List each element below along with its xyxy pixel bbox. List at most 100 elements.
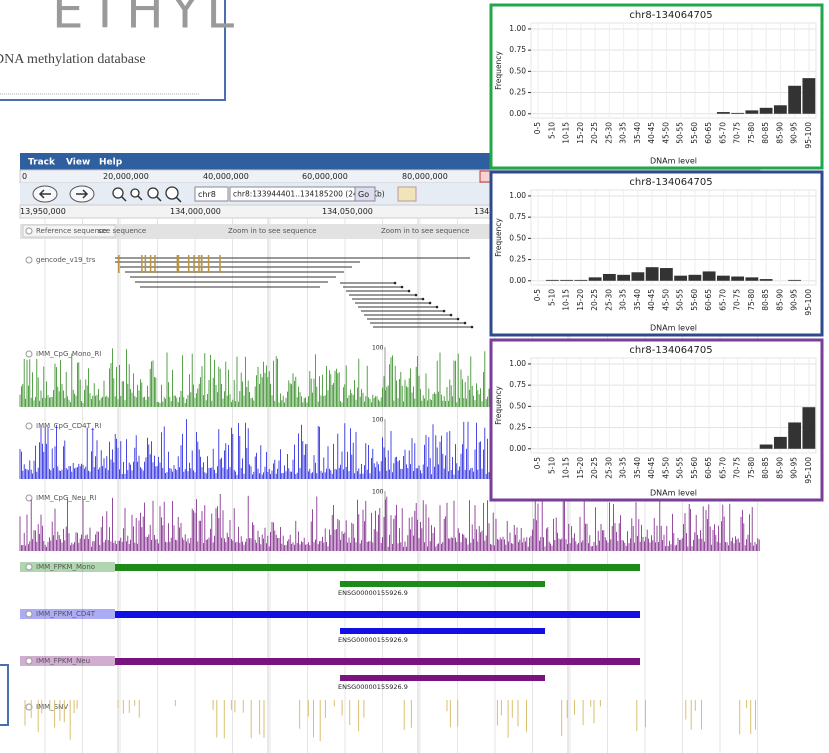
x-tick-label: 25-30 <box>604 289 613 311</box>
x-tick-label: 40-45 <box>647 457 656 479</box>
x-tick-label: 80-85 <box>761 457 770 479</box>
track-label: gencode_v19_trs <box>36 256 96 264</box>
x-tick-label: 65-70 <box>718 289 727 311</box>
x-axis-label: DNAm level <box>650 489 697 498</box>
bar <box>546 280 559 281</box>
logo-title: ETHYL <box>52 0 240 40</box>
overview-tick-label: 0 <box>22 172 27 181</box>
x-tick-label: 80-85 <box>761 122 770 144</box>
exon <box>394 282 397 285</box>
track-label: IMM_CpG_Mono_RI <box>36 350 101 358</box>
exon <box>150 255 152 273</box>
x-tick-label: 55-60 <box>690 457 699 479</box>
reference-note: Zoom in to see sequence <box>381 227 469 235</box>
histogram-title: chr8-134064705 <box>629 345 712 356</box>
x-tick-label: 0-5 <box>533 457 542 469</box>
bar <box>760 279 773 281</box>
overview-tick-label: 40,000,000 <box>203 172 249 181</box>
menu-item[interactable]: Help <box>99 158 123 168</box>
bar <box>802 78 815 114</box>
x-tick-label: 95-100 <box>804 457 813 484</box>
x-tick-label: 60-65 <box>704 122 713 144</box>
y-tick-label: 0.75 <box>509 212 526 221</box>
track-close[interactable] <box>26 257 32 263</box>
histogram-title: chr8-134064705 <box>629 177 712 188</box>
x-tick-label: 40-45 <box>647 289 656 311</box>
x-tick-label: 90-95 <box>790 289 799 311</box>
menu-item[interactable]: View <box>66 158 90 168</box>
bar <box>760 108 773 114</box>
y-tick-label: 1.00 <box>509 191 526 200</box>
x-tick-label: 30-35 <box>619 457 628 479</box>
y-axis-label: Frequency <box>494 386 503 425</box>
bar <box>760 445 773 449</box>
gene-label: ENSG00000155926.9 <box>338 589 408 597</box>
chromosome-label: chr8 <box>198 190 216 199</box>
y-axis-label: Frequency <box>494 51 503 90</box>
x-tick-label: 5-10 <box>547 457 556 474</box>
bar <box>745 277 758 280</box>
exon <box>188 255 190 273</box>
x-tick-label: 85-90 <box>775 122 784 144</box>
overview-tick-label: 60,000,000 <box>302 172 348 181</box>
bar <box>802 407 815 449</box>
x-tick-label: 55-60 <box>690 289 699 311</box>
expression-bar <box>115 658 640 665</box>
menu-item[interactable]: Track <box>28 158 56 168</box>
track-max-label: 100 <box>372 345 384 352</box>
exon <box>429 302 432 305</box>
track-close[interactable] <box>26 658 32 664</box>
bar <box>674 276 687 281</box>
bar <box>717 276 730 281</box>
x-tick-label: 55-60 <box>690 122 699 144</box>
x-tick-label: 70-75 <box>733 122 742 144</box>
x-tick-label: 65-70 <box>718 457 727 479</box>
bar <box>774 105 787 113</box>
x-tick-label: 25-30 <box>604 457 613 479</box>
x-tick-label: 75-80 <box>747 457 756 479</box>
bar <box>560 280 573 281</box>
x-tick-label: 5-10 <box>547 289 556 306</box>
track-label: IMM_FPKM_Mono <box>36 563 95 571</box>
y-tick-label: 1.00 <box>509 24 526 33</box>
histograms: chr8-134064705 0.00 0.25 0.50 0.75 1.00 Freque… <box>491 5 822 500</box>
exon <box>198 255 200 273</box>
x-tick-label: 50-55 <box>676 457 685 479</box>
scale-tick-label: 13,950,000 <box>20 207 66 216</box>
track-close[interactable] <box>26 423 32 429</box>
bar <box>788 280 801 281</box>
x-tick-label: 60-65 <box>704 289 713 311</box>
x-tick-label: 80-85 <box>761 289 770 311</box>
x-tick-label: 35-40 <box>633 289 642 311</box>
y-tick-label: 0.25 <box>509 423 526 432</box>
logo-subtitle: DNA methylation database <box>0 52 146 67</box>
track-close[interactable] <box>26 564 32 570</box>
x-tick-label: 45-50 <box>661 457 670 479</box>
y-tick-label: 0.50 <box>509 401 526 410</box>
y-tick-label: 0.25 <box>509 255 526 264</box>
x-tick-label: 15-20 <box>576 457 585 479</box>
bar <box>589 277 602 280</box>
track-close[interactable] <box>26 351 32 357</box>
exon <box>415 294 418 297</box>
bar <box>717 112 730 114</box>
y-tick-label: 0.00 <box>509 109 526 118</box>
bar <box>788 86 801 114</box>
x-tick-label: 60-65 <box>704 457 713 479</box>
x-tick-label: 45-50 <box>661 289 670 311</box>
exon <box>178 255 180 273</box>
highlight-button[interactable] <box>398 187 416 201</box>
exon <box>457 318 460 321</box>
overview-tick-label: 20,000,000 <box>103 172 149 181</box>
exon <box>219 255 221 273</box>
bar <box>788 422 801 448</box>
exon <box>401 286 404 289</box>
exon <box>464 322 467 325</box>
y-tick-label: 0.00 <box>509 444 526 453</box>
bar <box>731 113 744 114</box>
y-axis-label: Frequency <box>494 218 503 257</box>
track-close[interactable] <box>26 228 32 234</box>
x-axis-label: DNAm level <box>650 157 697 166</box>
track-close[interactable] <box>26 611 32 617</box>
x-tick-label: 15-20 <box>576 289 585 311</box>
